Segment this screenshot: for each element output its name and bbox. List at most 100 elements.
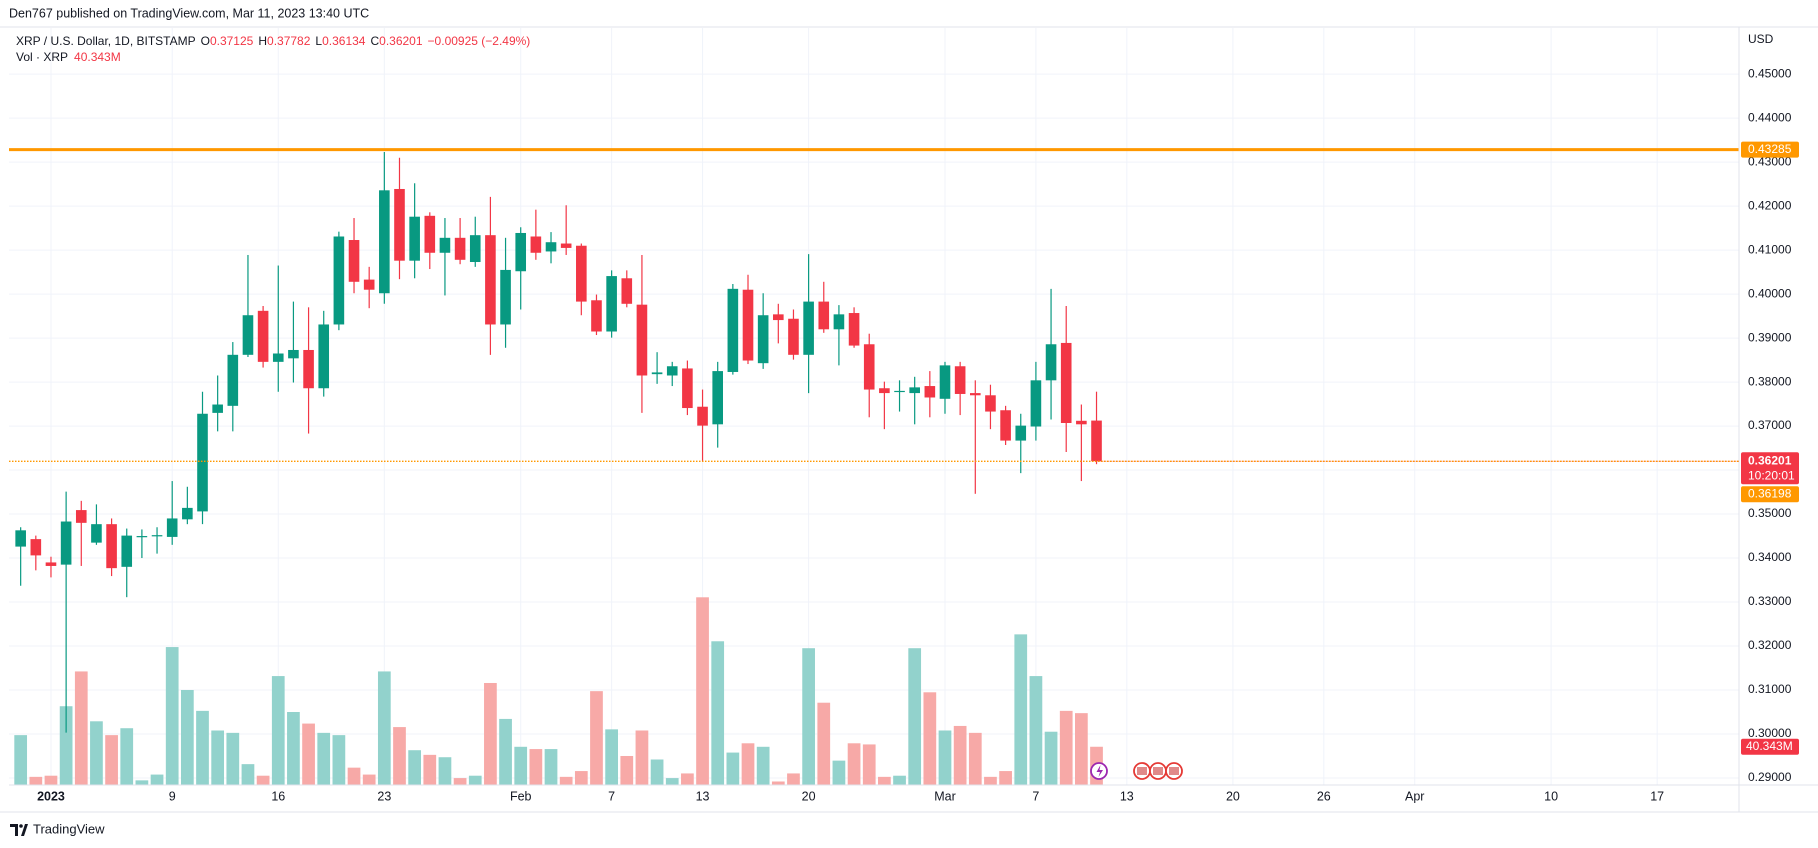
x-tick-label: 20 [802,789,816,803]
volume-bar [468,775,482,785]
volume-bar [377,671,391,785]
candle-body [576,245,587,302]
legend-open: 0.37125 [210,34,254,48]
volume-bar [756,746,770,785]
volume-last: 40.343M [74,50,121,64]
legend-volume: Vol · XRP 40.343M [16,50,121,64]
volume-bar [908,648,922,785]
x-tick-label: Apr [1405,789,1424,803]
last-price-bg [1741,452,1799,485]
candle-body [863,344,875,390]
volume-bar [817,702,831,785]
candle-body [439,237,451,253]
hline-layer [9,148,1739,463]
candle-body [75,510,87,523]
candle-body [500,269,511,325]
candle-body [1091,420,1102,462]
volume-bar [787,773,800,785]
volume-last-label: 40.343M [1746,739,1793,753]
volume-bar [499,718,512,785]
candle-body [848,313,860,346]
candle-body [606,276,617,332]
candle-body [288,349,299,359]
logo-mark [10,824,28,836]
x-tick-label: 23 [377,789,391,803]
y-tick-label: 0.41000 [1748,242,1792,256]
candle-body [1076,420,1087,425]
candle-body [697,406,708,426]
y-tick-label: 0.33000 [1748,594,1792,608]
candle-body [894,390,905,393]
candle-body [1015,425,1027,441]
volume-bar [620,755,634,785]
volume-bar [984,776,997,785]
volume-bar [453,778,467,785]
volume-bar [514,746,528,785]
x-tick-label: Feb [510,789,532,803]
candle-body [409,216,420,261]
candle-body [303,349,314,389]
candle-body [833,314,845,330]
volume-bar [1029,676,1043,785]
candle-body [151,535,163,537]
volume-bar [847,743,861,785]
y-tick-label: 0.35000 [1748,506,1792,520]
x-tick-label: 16 [271,789,285,803]
candle-body [1060,342,1072,423]
volume-bar [165,647,179,785]
candle-body [485,235,496,325]
footer-brand: TradingView [33,821,105,836]
x-tick-label: 7 [608,789,615,803]
candle-body [197,413,208,512]
volume-last-bg [1741,738,1799,755]
volume-bar [393,727,406,785]
candle-layer [15,152,1102,733]
hline-label-bg [1741,141,1799,158]
volume-layer [14,597,1103,785]
volume-bar [362,774,376,785]
legend-key: C [370,34,379,48]
candle-body [318,324,330,389]
volume-bar [29,776,43,785]
candle-body [924,386,936,398]
symbol: XRP / U.S. Dollar, 1D, BITSTAMP [16,34,196,48]
x-tick-label: 20 [1226,789,1240,803]
volume-bar [681,773,694,785]
candle-body [515,232,527,272]
volume-bar [832,760,846,785]
candle-body [30,539,42,556]
candle-body [727,288,739,372]
candle-body [545,242,557,252]
candle-body [530,236,542,253]
volume-bar [150,774,164,785]
volume-bar [423,754,437,785]
volume-bar [438,757,452,785]
flag [1153,767,1163,775]
volume-bar [953,725,967,785]
x-tick-label: 7 [1032,789,1039,803]
volume-bar [271,676,285,785]
y-tick-label: 0.30000 [1748,726,1792,740]
grid-layer [9,28,1739,785]
volume-bar [408,750,422,785]
legend-low: 0.36134 [322,34,366,48]
candle-body [257,310,269,362]
countdown-label: 10:20:01 [1748,468,1795,482]
candle-body [182,507,193,520]
volume-bar [347,767,361,785]
event-icons [1090,762,1183,780]
volume-title: Vol · XRP [16,50,68,64]
candle-body [651,372,663,375]
candle-body [560,243,572,248]
volume-bar [1014,634,1028,785]
volume-bar [211,730,225,785]
volume-bar [90,721,103,785]
flag [1169,767,1179,775]
candle-body [682,368,693,409]
candle-body [969,393,981,396]
volume-bar [999,771,1012,785]
x-tick-label: 13 [696,789,710,803]
legend-high: 0.37782 [267,34,311,48]
volume-bar [287,712,300,785]
